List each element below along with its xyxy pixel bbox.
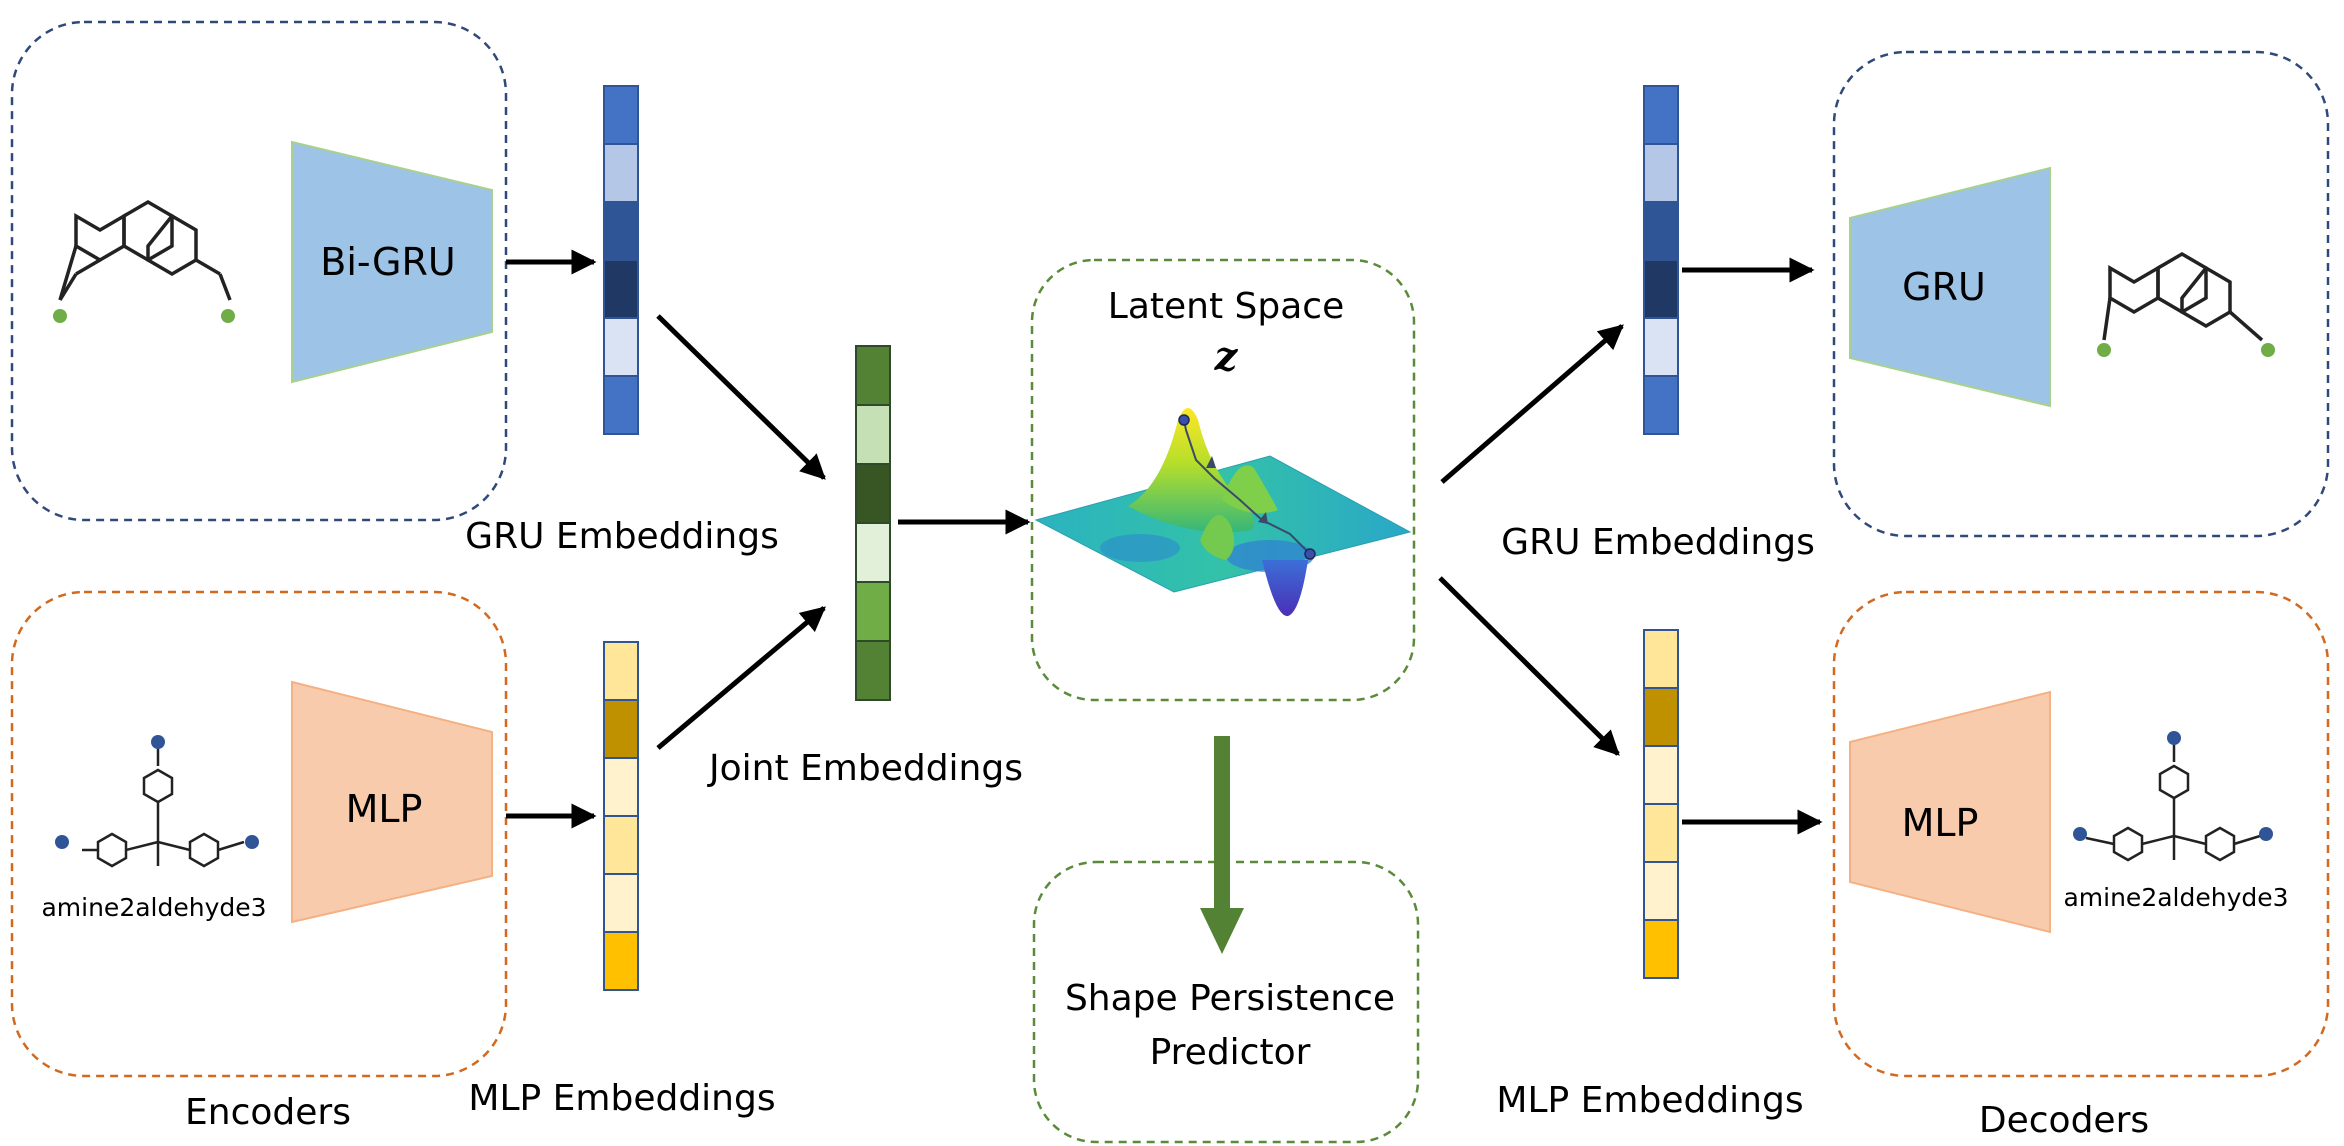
amine-decoder-right-node xyxy=(2259,827,2273,841)
mlp-decoder-label: MLP xyxy=(1902,801,1979,845)
decoder-molecule-right-node xyxy=(2261,343,2275,357)
mlp-emb-right-cell-6 xyxy=(1643,919,1679,979)
joint-emb-cell-1 xyxy=(855,345,891,406)
amine-molecule-encoder xyxy=(82,746,245,868)
gru-embeddings-left-label: GRU Embeddings xyxy=(465,516,779,557)
encoder-gru-container xyxy=(10,20,508,522)
joint-emb-cell-5 xyxy=(855,581,891,642)
latent-symbol: z xyxy=(1214,333,1239,380)
gru-emb-left-cell-1 xyxy=(603,85,639,145)
bi-gru-label: Bi-GRU xyxy=(320,240,455,284)
joint-emb-cell-2 xyxy=(855,404,891,465)
gru-emb-right-cell-4 xyxy=(1643,259,1679,319)
mlp-embeddings-left-label: MLP Embeddings xyxy=(468,1078,775,1119)
amine-encoder-top-node xyxy=(151,735,165,749)
amine-decoder-top-node xyxy=(2167,731,2181,745)
mlp-emb-right-cell-1 xyxy=(1643,629,1679,689)
mlp-decoder-block xyxy=(1849,690,2051,934)
encoder-molecule-right-node xyxy=(221,309,235,323)
decoder-mlp-container xyxy=(1832,590,2330,1078)
latent-space-container xyxy=(1030,258,1416,702)
gru-emb-right-cell-1 xyxy=(1643,85,1679,145)
gru-emb-right-cell-5 xyxy=(1643,317,1679,377)
encoders-title: Encoders xyxy=(185,1092,351,1133)
joint-emb-cell-4 xyxy=(855,522,891,583)
mlp-emb-right-cell-2 xyxy=(1643,687,1679,747)
mlp-emb-left-cell-6 xyxy=(603,931,639,991)
arrow-latent-to-gru-emb xyxy=(1440,324,1624,484)
joint-embeddings-label: Joint Embeddings xyxy=(707,748,1023,789)
mlp-emb-left-cell-5 xyxy=(603,873,639,933)
arrow-gru-emb-to-joint xyxy=(656,314,826,480)
mlp-emb-right-cell-5 xyxy=(1643,861,1679,921)
mlp-emb-left-cell-4 xyxy=(603,815,639,875)
mlp-embedding-stack-left xyxy=(603,641,639,991)
gru-embeddings-right-label: GRU Embeddings xyxy=(1501,522,1815,563)
encoder-molecule-left-node xyxy=(53,309,67,323)
mlp-embeddings-right-label: MLP Embeddings xyxy=(1496,1080,1803,1121)
decoders-title: Decoders xyxy=(1979,1100,2149,1141)
arrow-mlp-emb-to-joint xyxy=(656,606,826,750)
gru-emb-right-cell-3 xyxy=(1643,201,1679,261)
gru-emb-left-cell-4 xyxy=(603,259,639,319)
gru-emb-left-cell-5 xyxy=(603,317,639,377)
amine-encoder-left-node xyxy=(55,835,69,849)
latent-trajectory xyxy=(1183,419,1311,555)
trajectory-end-point xyxy=(1178,414,1190,426)
phenanthrene-molecule-decoder xyxy=(2102,251,2264,342)
mlp-emb-right-cell-4 xyxy=(1643,803,1679,863)
mlp-encoder-label: MLP xyxy=(346,787,423,831)
joint-emb-cell-6 xyxy=(855,640,891,701)
gru-decoder-label: GRU xyxy=(1902,265,1986,309)
decoder-gru-container xyxy=(1832,50,2330,538)
predictor-label-line2: Predictor xyxy=(1150,1032,1311,1073)
arrow-latent-to-mlp-emb xyxy=(1438,576,1620,756)
gru-emb-left-cell-3 xyxy=(603,201,639,261)
gru-emb-right-cell-2 xyxy=(1643,143,1679,203)
phenanthrene-molecule-encoder xyxy=(58,199,232,301)
bi-gru-encoder-block xyxy=(291,140,493,384)
mlp-emb-left-cell-3 xyxy=(603,757,639,817)
amine-encoder-right-node xyxy=(245,835,259,849)
mlp-encoder-block xyxy=(291,680,493,924)
amine-decoder-left-node xyxy=(2073,827,2087,841)
joint-embedding-stack xyxy=(855,345,891,701)
encoder-mlp-container xyxy=(10,590,508,1078)
joint-emb-cell-3 xyxy=(855,463,891,524)
gru-embedding-stack-left xyxy=(603,85,639,435)
decoder-molecule-name: amine2aldehyde3 xyxy=(2063,883,2288,912)
gru-emb-left-cell-6 xyxy=(603,375,639,435)
gru-emb-left-cell-2 xyxy=(603,143,639,203)
amine-molecule-decoder xyxy=(2085,744,2261,862)
latent-surface-plot xyxy=(1034,408,1412,617)
decoder-molecule-left-node xyxy=(2097,343,2111,357)
encoder-molecule-name: amine2aldehyde3 xyxy=(41,893,266,922)
gru-decoder-block xyxy=(1849,166,2051,408)
mlp-emb-left-cell-1 xyxy=(603,641,639,701)
latent-space-title: Latent Space xyxy=(1108,286,1344,327)
mlp-emb-right-cell-3 xyxy=(1643,745,1679,805)
gru-emb-right-cell-6 xyxy=(1643,375,1679,435)
mlp-embedding-stack-right xyxy=(1643,629,1679,979)
gru-embedding-stack-right xyxy=(1643,85,1679,435)
trajectory-start-point xyxy=(1304,548,1316,560)
predictor-label-line1: Shape Persistence xyxy=(1065,978,1395,1019)
arrow-latent-to-predictor xyxy=(1200,736,1244,954)
mlp-emb-left-cell-2 xyxy=(603,699,639,759)
